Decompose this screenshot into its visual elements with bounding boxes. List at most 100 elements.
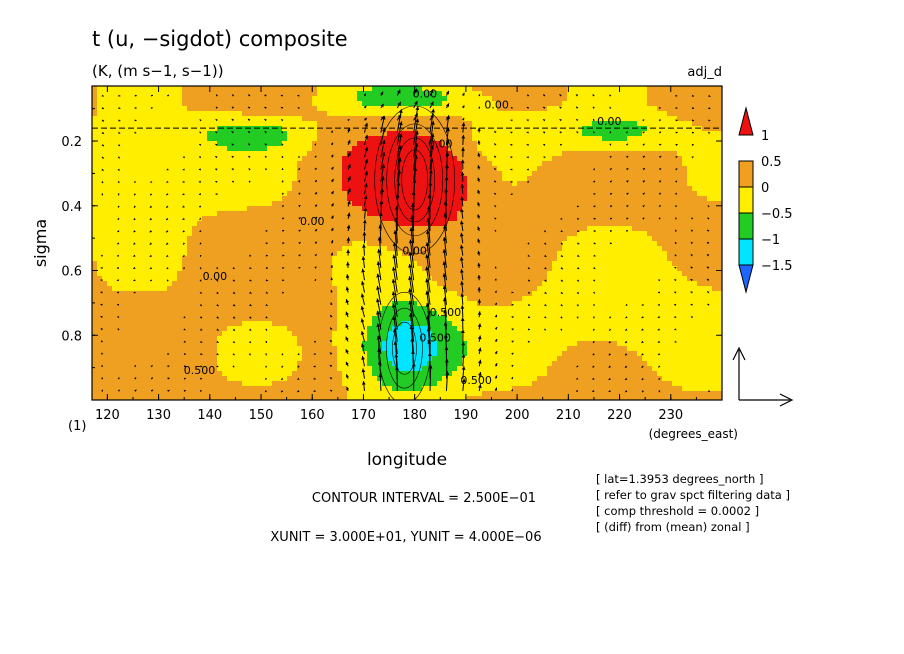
field-cell <box>547 246 553 252</box>
field-cell <box>247 256 253 262</box>
field-cell <box>522 136 528 142</box>
field-cell <box>387 136 393 142</box>
field-cell <box>582 146 588 152</box>
field-cell <box>572 116 578 122</box>
field-cell <box>312 121 318 127</box>
field-cell <box>492 106 498 112</box>
field-cell <box>592 251 598 257</box>
field-cell <box>577 86 583 92</box>
field-cell <box>407 261 413 267</box>
field-cell <box>342 171 348 177</box>
field-cell <box>492 101 498 107</box>
field-cell <box>337 146 343 152</box>
field-cell <box>152 136 158 142</box>
field-cell <box>547 206 553 212</box>
field-cell <box>507 171 513 177</box>
field-cell <box>357 246 363 252</box>
field-cell <box>352 236 358 242</box>
field-cell <box>142 106 148 112</box>
field-cell <box>672 141 678 147</box>
field-cell <box>177 91 183 97</box>
field-cell <box>287 146 293 152</box>
field-cell <box>377 231 383 237</box>
field-cell <box>522 181 528 187</box>
field-cell <box>292 206 298 212</box>
field-cell <box>682 246 688 252</box>
field-cell <box>692 141 698 147</box>
field-cell <box>337 221 343 227</box>
field-cell <box>367 256 373 262</box>
field-cell <box>382 221 388 227</box>
field-cell <box>552 221 558 227</box>
field-cell <box>692 86 698 92</box>
field-cell <box>437 141 443 147</box>
field-cell <box>152 196 158 202</box>
field-cell <box>502 226 508 232</box>
field-cell <box>287 126 293 132</box>
field-cell <box>567 156 573 162</box>
field-cell <box>637 151 643 157</box>
field-cell <box>457 116 463 122</box>
field-cell <box>192 186 198 192</box>
field-cell <box>572 151 578 157</box>
field-cell <box>482 246 488 252</box>
field-cell <box>222 186 228 192</box>
field-cell <box>697 196 703 202</box>
field-cell <box>612 211 618 217</box>
field-cell <box>637 116 643 122</box>
field-cell <box>512 226 518 232</box>
field-cell <box>232 211 238 217</box>
field-cell <box>337 261 343 267</box>
field-cell <box>462 216 468 222</box>
field-cell <box>307 156 313 162</box>
field-cell <box>247 231 253 237</box>
field-cell <box>562 96 568 102</box>
field-cell <box>652 236 658 242</box>
field-cell <box>637 206 643 212</box>
field-cell <box>492 201 498 207</box>
field-cell <box>412 261 418 267</box>
field-cell <box>532 121 538 127</box>
field-cell <box>642 131 648 137</box>
field-cell <box>137 121 143 127</box>
field-cell <box>692 126 698 132</box>
field-cell <box>692 256 698 262</box>
field-cell <box>517 241 523 247</box>
field-cell <box>627 241 633 247</box>
field-cell <box>117 151 123 157</box>
field-cell <box>717 151 722 157</box>
field-cell <box>347 281 353 287</box>
field-cell <box>552 201 558 207</box>
field-cell <box>637 261 643 267</box>
field-cell <box>557 146 563 152</box>
field-cell <box>172 201 178 207</box>
field-cell <box>327 201 333 207</box>
field-cell <box>697 146 703 152</box>
field-cell <box>457 121 463 127</box>
field-cell <box>582 111 588 117</box>
field-cell <box>662 251 668 257</box>
field-cell <box>717 96 722 102</box>
field-cell <box>597 96 603 102</box>
field-cell <box>712 201 718 207</box>
field-cell <box>697 161 703 167</box>
field-cell <box>557 216 563 222</box>
field-cell <box>487 186 493 192</box>
field-cell <box>512 111 518 117</box>
field-cell <box>152 281 158 287</box>
field-cell <box>242 151 248 157</box>
field-cell <box>702 116 708 122</box>
field-cell <box>652 171 658 177</box>
field-cell <box>527 91 533 97</box>
field-cell <box>332 231 338 237</box>
field-cell <box>482 256 488 262</box>
field-cell <box>382 271 388 277</box>
field-cell <box>572 201 578 207</box>
field-cell <box>587 231 593 237</box>
field-cell <box>467 166 473 172</box>
field-cell <box>637 96 643 102</box>
field-cell <box>537 131 543 137</box>
field-cell <box>107 86 113 92</box>
field-cell <box>97 231 103 237</box>
field-cell <box>167 181 173 187</box>
